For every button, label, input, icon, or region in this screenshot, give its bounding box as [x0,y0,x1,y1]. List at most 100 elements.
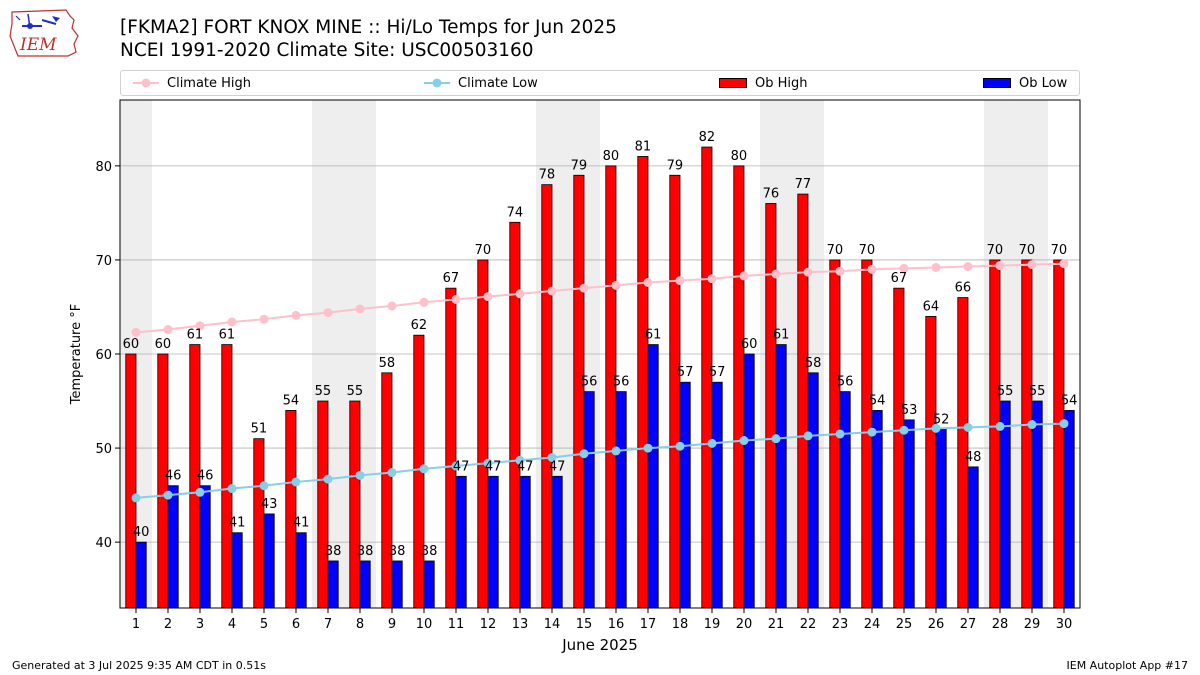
legend-label-climate-high: Climate High [167,75,252,91]
ob-high-value-label: 70 [859,243,876,258]
x-tick-label: 8 [356,617,364,632]
x-tick-label: 5 [260,617,268,632]
x-tick-label: 20 [736,617,753,632]
x-tick-label: 11 [448,617,465,632]
climate-low-point [931,423,941,433]
climate-high-point [835,266,845,276]
ob-high-value-label: 70 [1051,243,1068,258]
x-tick-label: 1 [132,617,140,632]
ob-high-bar [541,184,553,609]
y-tick-label: 60 [95,348,112,363]
ob-high-bar [285,410,297,609]
ob-low-value-label: 46 [165,469,182,484]
x-tick-label: 16 [608,617,625,632]
climate-high-point [355,304,365,314]
y-tick-label: 40 [95,536,112,551]
climate-low-point [387,468,397,478]
climate-low-point [835,429,845,439]
legend-item-climate-high: Climate High [133,71,251,95]
ob-high-value-label: 66 [955,281,972,296]
climate-low-point [643,443,653,453]
ob-low-bar [263,513,275,609]
ob-low-value-label: 60 [741,337,758,352]
climate-high-point [195,321,205,331]
ob-high-bar [381,372,393,609]
climate-high-point [323,308,333,318]
ob-high-bar [1053,259,1065,609]
ob-low-bar [487,475,499,609]
x-tick-label: 2 [164,617,172,632]
x-tick-label: 14 [544,617,561,632]
ob-low-bar [839,391,851,609]
ob-low-value-label: 55 [1029,384,1046,399]
ob-high-value-label: 55 [315,384,332,399]
x-axis-label: June 2025 [561,636,638,654]
ob-high-value-label: 70 [475,243,492,258]
legend-label-climate-low: Climate Low [458,75,538,91]
ob-high-bar [253,438,265,609]
climate-high-point [707,274,717,284]
climate-high-point [163,325,173,335]
climate-high-point [419,297,429,307]
climate-low-line [135,422,1065,499]
y-axis-label: Temperature °F [69,304,84,405]
ob-low-bar [1063,410,1075,609]
app-credit: IEM Autoplot App #17 [1066,659,1189,672]
climate-high-point [451,294,461,304]
ob-high-value-label: 54 [283,393,300,408]
ob-low-bar [807,372,819,609]
ob-low-bar [423,560,435,609]
climate-low-point [675,441,685,451]
ob-high-value-label: 55 [347,384,364,399]
x-tick-label: 19 [704,617,721,632]
ob-low-bar [935,428,947,609]
ob-high-value-label: 70 [987,243,1004,258]
plot-frame [119,99,1081,609]
ob-low-bar [327,560,339,609]
x-tick-label: 25 [896,617,913,632]
climate-low-point [899,425,909,435]
ob-low-value-label: 55 [997,384,1014,399]
ob-high-value-label: 58 [379,356,396,371]
ob-low-value-label: 41 [293,516,310,531]
climate-high-point [387,301,397,311]
ob-low-value-label: 48 [965,450,982,465]
x-tick-label: 21 [768,617,785,632]
ob-high-value-label: 51 [251,422,268,437]
ob-low-value-label: 54 [1061,393,1078,408]
climate-low-point [227,484,237,494]
ob-low-value-label: 57 [709,365,726,380]
climate-high-point [579,283,589,293]
climate-low-point [547,452,557,462]
climate-low-point [163,490,173,500]
ob-low-value-label: 38 [357,544,374,559]
ob-high-value-label: 67 [443,271,460,286]
climate-high-line [135,262,1065,334]
climate-high-point [227,317,237,327]
climate-high-point [739,271,749,281]
x-tick-label: 18 [672,617,689,632]
ob-low-value-label: 47 [517,459,534,474]
chart-title: [FKMA2] FORT KNOX MINE :: Hi/Lo Temps fo… [120,17,617,38]
ob-low-bar [775,344,787,609]
ob-high-bar [573,174,585,609]
ob-high-value-label: 79 [571,158,588,173]
ob-low-value-label: 47 [549,459,566,474]
ob-high-value-label: 62 [411,318,428,333]
legend-label-ob-low: Ob Low [1019,75,1068,91]
ob-high-value-label: 61 [219,328,236,343]
ob-low-bar [679,381,691,609]
ob-low-value-label: 52 [933,412,950,427]
ob-low-bar [391,560,403,609]
x-tick-label: 30 [1056,617,1073,632]
ob-high-value-label: 78 [539,168,556,183]
y-tick-label: 70 [95,254,112,269]
ob-low-value-label: 40 [133,525,150,540]
ob-low-value-label: 61 [773,328,790,343]
ob-high-bar [125,353,137,609]
ob-low-value-label: 38 [325,544,342,559]
ob-low-value-label: 54 [869,393,886,408]
ob-high-bar [349,400,361,609]
climate-high-point [931,262,941,272]
ob-high-value-label: 70 [827,243,844,258]
